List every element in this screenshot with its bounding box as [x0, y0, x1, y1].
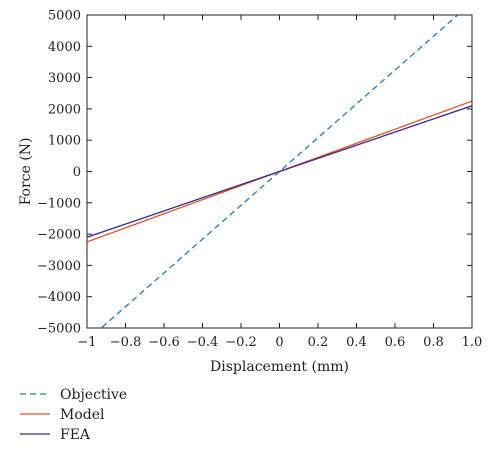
legend-label-model: Model [60, 407, 105, 423]
y-tick-label: −2000 [37, 228, 81, 243]
legend-label-objective: Objective [60, 387, 127, 403]
y-tick-label: 0 [73, 165, 81, 180]
x-tick-label: 1.0 [462, 335, 483, 350]
series-line-fea [87, 105, 472, 238]
x-axis: −1 −0.8 −0.6 −0.4 −0.2 0 0.2 0.4 0.6 0.8 1.0 [77, 15, 482, 350]
x-tick-label: 0 [275, 335, 283, 350]
y-tick-label: 5000 [48, 9, 81, 24]
series-line-objective [100, 15, 459, 328]
x-tick-label: 0.8 [423, 335, 444, 350]
x-tick-label: −1 [77, 335, 96, 350]
y-tick-label: −4000 [37, 290, 81, 305]
x-tick-label: 0.6 [385, 335, 406, 350]
y-tick-label: 3000 [48, 71, 81, 86]
y-tick-label: 4000 [48, 40, 81, 55]
y-tick-label: −1000 [37, 196, 81, 211]
y-tick-label: 2000 [48, 102, 81, 117]
legend: Objective Model FEA [20, 387, 127, 443]
series-layer [87, 15, 472, 328]
y-axis-label: Force (N) [18, 138, 34, 206]
y-tick-label: 1000 [48, 134, 81, 149]
x-axis-label: Displacement (mm) [210, 359, 349, 375]
x-tick-label: −0.6 [148, 335, 180, 350]
x-tick-label: 0.2 [308, 335, 329, 350]
y-tick-label: −3000 [37, 259, 81, 274]
x-tick-label: −0.2 [225, 335, 257, 350]
x-tick-label: 0.4 [346, 335, 367, 350]
x-tick-label: −0.8 [110, 335, 142, 350]
y-axis: 5000 4000 3000 2000 1000 0 −1000 −2000 −3000 −400… [37, 9, 472, 337]
x-tick-label: −0.4 [187, 335, 219, 350]
legend-label-fea: FEA [60, 427, 91, 443]
y-tick-label: −5000 [37, 322, 81, 337]
